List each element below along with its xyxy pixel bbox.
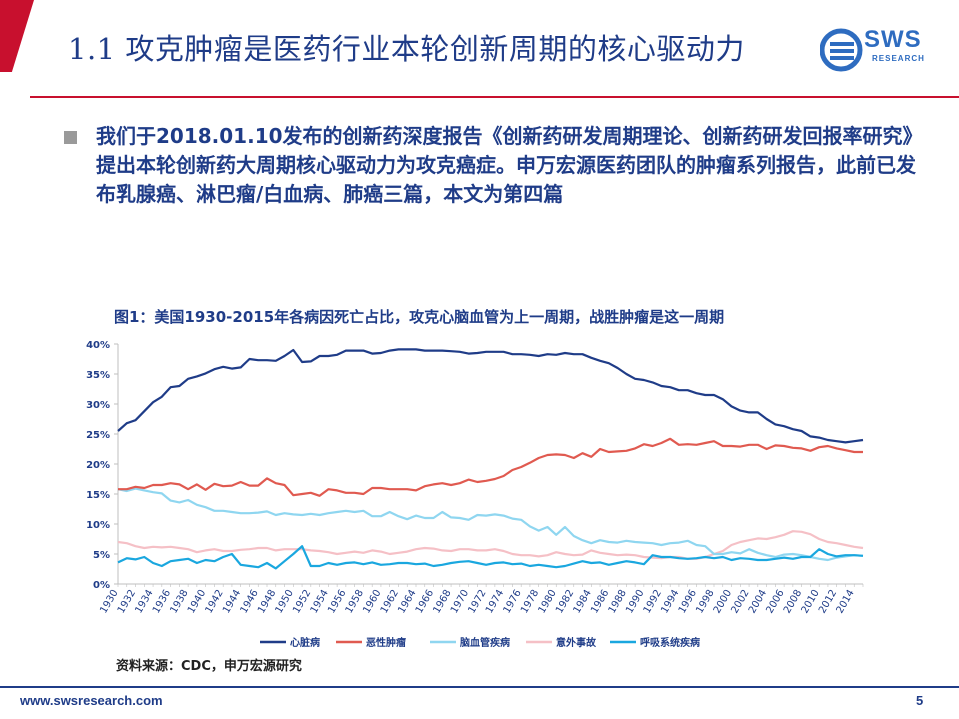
source-note: 资料来源：CDC，申万宏源研究 [116, 659, 302, 674]
y-tick-label: 25% [86, 430, 110, 441]
page-number: 5 [916, 693, 924, 708]
slide-header: 1.1 攻克肿瘤是医药行业本轮创新周期的核心驱动力 SWS RESEARCH [0, 0, 959, 100]
brand-corner-accent [0, 0, 34, 72]
legend-label-2: 恶性肿瘤 [366, 636, 406, 649]
y-tick-label: 5% [93, 550, 110, 561]
series-line-4 [117, 530, 864, 560]
slide-title: 1.1 攻克肿瘤是医药行业本轮创新周期的核心驱动力 [68, 32, 745, 66]
series-line-2 [118, 437, 863, 497]
footer-divider [0, 686, 959, 688]
y-tick-label: 40% [86, 340, 110, 351]
y-tick-label: 30% [86, 400, 110, 411]
title-divider [30, 96, 959, 98]
series-line-5 [117, 545, 864, 570]
bullet-square-icon [64, 131, 77, 144]
series-line-1 [117, 348, 864, 444]
logo-subtext: RESEARCH [872, 54, 925, 63]
y-tick-label: 35% [86, 370, 110, 381]
legend-label-3: 脑血管疾病 [460, 636, 510, 649]
sws-logo-icon [820, 28, 863, 72]
chart-title: 图1：美国1930-2015年各病因死亡占比，攻克心脑血管为上一周期，战胜肿瘤是… [114, 308, 725, 326]
legend-label-4: 意外事故 [556, 636, 597, 649]
footer-url-link[interactable]: www.swsresearch.com [20, 693, 163, 708]
logo-text: SWS [864, 26, 922, 53]
x-tick-label: 2014 [835, 588, 857, 616]
y-tick-label: 10% [86, 520, 110, 531]
bullet-paragraph: 我们于2018.01.10发布的创新药深度报告《创新药研发周期理论、创新药研发回… [96, 124, 916, 206]
series-line-3 [117, 487, 864, 562]
y-tick-label: 0% [93, 580, 110, 591]
death-cause-line-chart: 0%5%10%15%20%25%30%35%40%193019321934193… [86, 340, 864, 649]
y-tick-label: 20% [86, 460, 110, 471]
legend-label-1: 心脏病 [290, 636, 320, 649]
y-tick-label: 15% [86, 490, 110, 501]
sws-logo: SWS RESEARCH [820, 24, 940, 76]
legend-label-5: 呼吸系统疾病 [640, 636, 700, 649]
